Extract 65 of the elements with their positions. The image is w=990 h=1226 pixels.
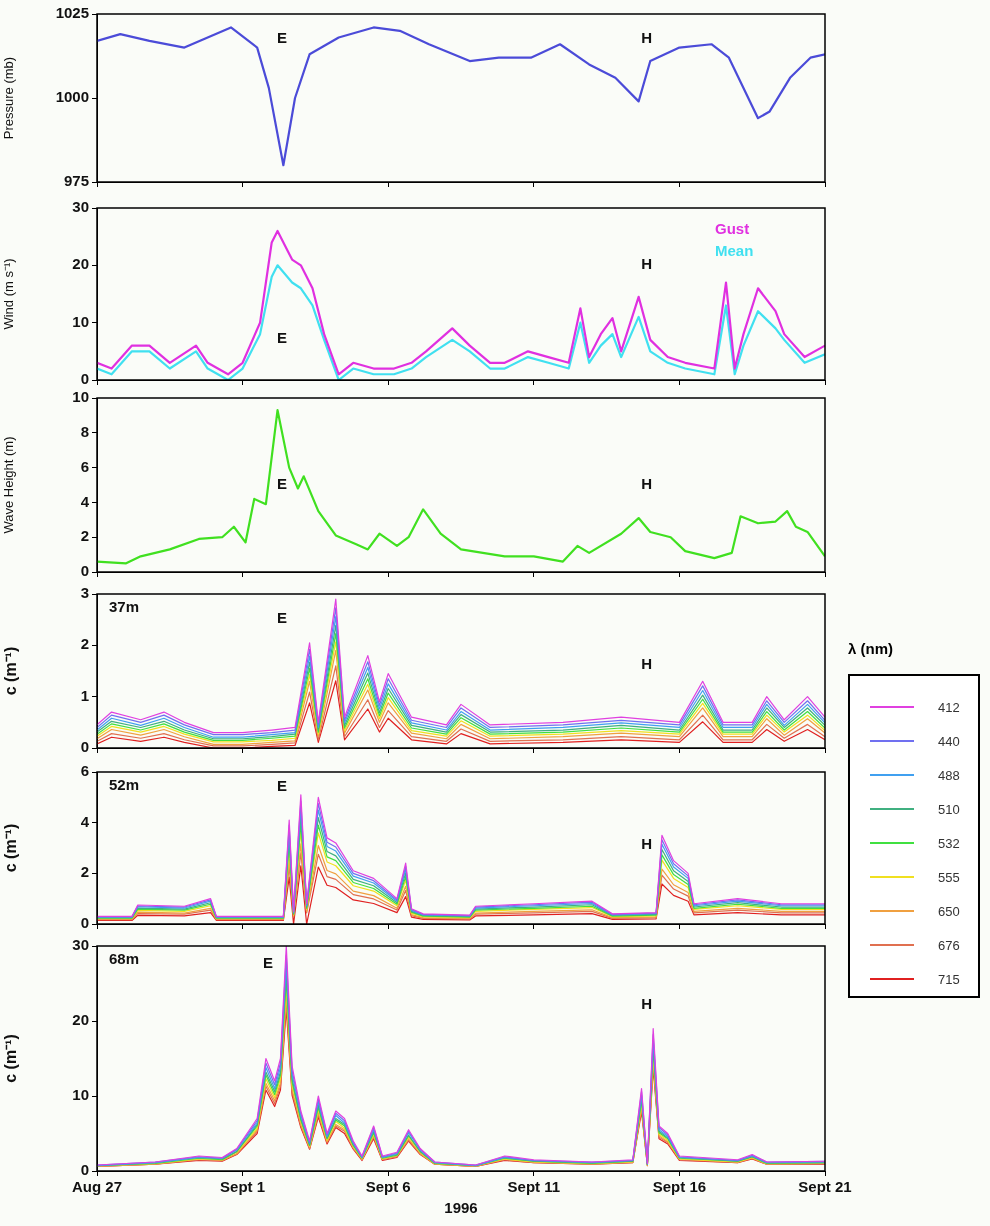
- annotation: E: [276, 777, 287, 795]
- y-axis-title: Wind (m s⁻¹): [1, 258, 17, 330]
- y-tick-label: 4: [80, 812, 90, 830]
- x-tick-label: Sept 21: [798, 1178, 852, 1196]
- y-tick-label: 0: [80, 562, 89, 580]
- y-tick-label: 0: [80, 738, 89, 756]
- text: Mean: [715, 242, 754, 260]
- legend-label: 650: [938, 903, 960, 919]
- annotation: E: [276, 328, 287, 346]
- annotation: H: [641, 254, 653, 272]
- annotation: E: [276, 608, 287, 626]
- y-tick-label: 10: [72, 388, 89, 406]
- y-tick-label: 30: [72, 198, 89, 216]
- x-axis-title: 1996: [444, 1199, 478, 1217]
- y-tick-label: 1025: [55, 4, 89, 22]
- annotation: H: [641, 994, 653, 1012]
- y-tick-label: 4: [80, 492, 90, 510]
- y-tick-label: 10: [72, 1086, 89, 1104]
- y-tick-label: 20: [72, 255, 89, 273]
- legend-label: 412: [938, 699, 960, 715]
- y-tick-label: 6: [80, 762, 89, 780]
- annotation: H: [641, 654, 653, 672]
- x-tick-label: Sept 1: [220, 1178, 266, 1196]
- annotation: E: [276, 475, 287, 493]
- y-tick-label: 30: [72, 936, 89, 954]
- y-axis-title: c (m⁻¹): [2, 646, 20, 696]
- legend-label: 532: [938, 835, 960, 851]
- y-tick-label: 1000: [55, 88, 89, 106]
- y-tick-label: 1: [80, 686, 89, 704]
- legend-label: 676: [938, 937, 960, 953]
- y-tick-label: 2: [80, 527, 89, 545]
- legend-label: 440: [938, 733, 960, 749]
- x-tick-label: Sept 11: [507, 1178, 561, 1196]
- y-tick-label: 20: [72, 1011, 89, 1029]
- x-tick-label: Sept 6: [365, 1178, 411, 1196]
- y-axis-title: c (m⁻¹): [2, 1034, 20, 1083]
- annotation: E: [276, 29, 287, 47]
- chart-title: 52m: [109, 775, 140, 793]
- y-tick-label: 0: [80, 370, 89, 388]
- y-tick-label: 2: [80, 863, 89, 881]
- y-tick-label: 10: [72, 312, 89, 330]
- legend-label: 510: [938, 801, 960, 817]
- x-tick-label: Sept 16: [652, 1178, 707, 1196]
- y-tick-label: 975: [63, 172, 89, 190]
- annotation: H: [641, 835, 653, 853]
- chart-title: 37m: [109, 597, 140, 615]
- x-tick-label: Aug 27: [71, 1178, 123, 1196]
- y-axis-title: Pressure (mb): [1, 56, 17, 140]
- y-axis-title: Wave Height (m): [1, 436, 17, 534]
- y-tick-label: 2: [80, 635, 89, 653]
- text: Gust: [715, 220, 750, 238]
- y-axis-title: c (m⁻¹): [2, 823, 20, 873]
- annotation: H: [641, 29, 653, 47]
- y-tick-label: 0: [80, 914, 89, 932]
- annotation: H: [641, 475, 653, 493]
- y-tick-label: 8: [80, 422, 89, 440]
- legend-label: 488: [938, 767, 960, 783]
- y-tick-label: 6: [80, 457, 89, 475]
- y-tick-label: 3: [80, 584, 89, 602]
- legend-title: λ (nm): [848, 640, 893, 657]
- annotation: E: [263, 954, 274, 972]
- legend-label: 555: [938, 869, 960, 885]
- chart-title: 68m: [109, 949, 140, 967]
- legend-label: 715: [938, 971, 960, 987]
- y-tick-label: 0: [80, 1161, 89, 1179]
